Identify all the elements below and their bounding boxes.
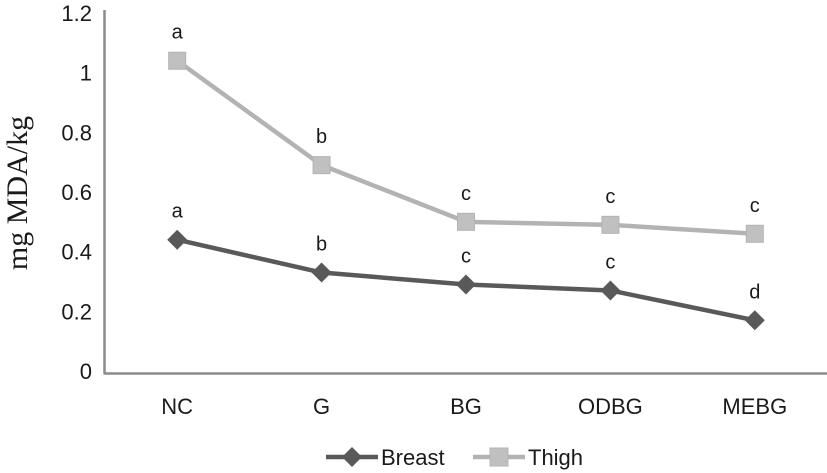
legend-marker-diamond [342, 447, 362, 467]
marker-diamond-breast [600, 280, 621, 301]
marker-diamond-breast [311, 262, 332, 283]
y-tick-label: 0.4 [61, 240, 92, 265]
significance-letter: c [605, 186, 615, 208]
significance-letter: b [316, 234, 327, 256]
x-category-label: G [313, 394, 330, 419]
marker-square-thigh [745, 224, 764, 243]
y-tick-label: 0.2 [61, 299, 92, 324]
y-tick-label: 0.6 [61, 180, 92, 205]
y-tick-label: 0 [80, 359, 92, 384]
marker-diamond-breast [167, 229, 188, 250]
x-category-label: BG [450, 394, 482, 419]
significance-letter: c [461, 245, 471, 267]
marker-square-thigh [457, 212, 475, 231]
marker-diamond-breast [456, 274, 476, 295]
legend: Breast Thigh [326, 445, 583, 470]
significance-letter: b [316, 126, 327, 148]
significance-letter: c [605, 251, 615, 273]
y-axis-title: mg MDA/kg [1, 116, 34, 270]
significance-letter: c [461, 183, 471, 205]
legend-item-breast: Breast [326, 445, 445, 470]
x-category-label: NC [161, 394, 193, 419]
significance-letter: a [172, 201, 184, 223]
x-category-label: MEBG [722, 394, 787, 419]
marker-square-thigh [312, 156, 331, 175]
legend-label: Thigh [528, 445, 583, 470]
y-tick-label: 1.2 [61, 1, 92, 26]
marker-square-thigh [168, 51, 187, 70]
legend-marker-square [489, 447, 509, 467]
legend-item-thigh: Thigh [473, 445, 583, 470]
y-tick-label: 0.8 [61, 120, 92, 145]
series-line-thigh [175, 58, 755, 237]
significance-letter: d [749, 281, 760, 303]
y-tick-label: 1 [80, 61, 92, 86]
x-category-label: ODBG [578, 394, 643, 419]
marker-square-thigh [601, 215, 620, 234]
significance-letter: c [750, 195, 760, 217]
significance-letter: a [172, 22, 184, 44]
marker-diamond-breast [744, 310, 765, 331]
legend-label: Breast [381, 445, 445, 470]
plot-area: 0 0.2 0.4 0.6 0.8 1 1.2 NC G BG ODBG MEBG a b c c c a b c c d [61, 1, 827, 419]
